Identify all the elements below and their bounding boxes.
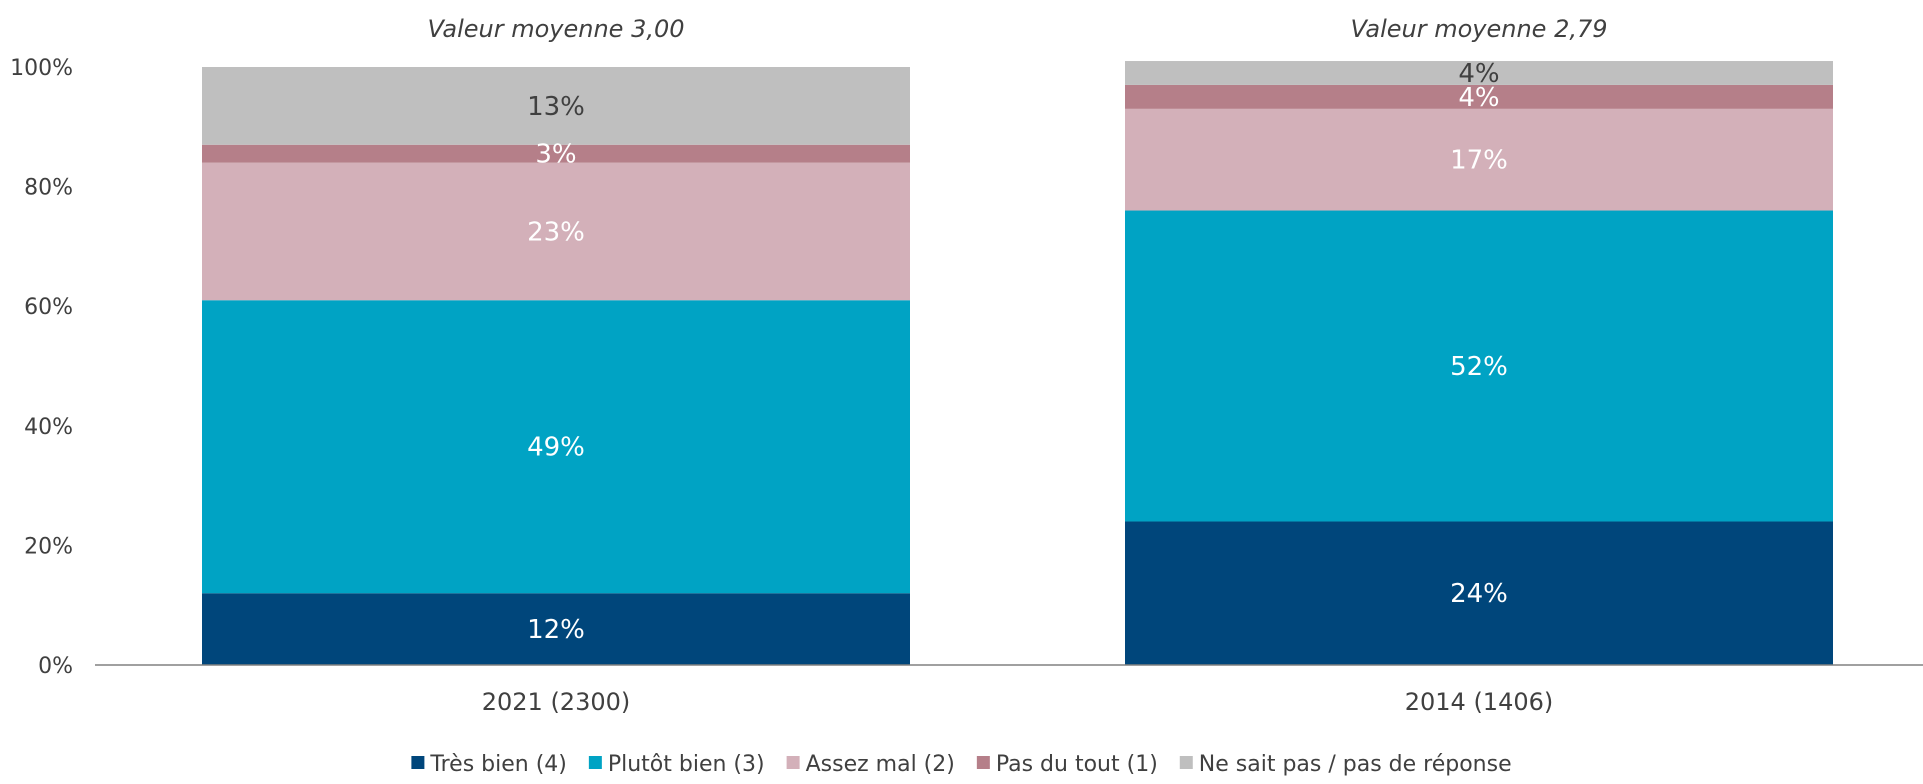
legend-label: Pas du tout (1) bbox=[996, 752, 1158, 777]
bar-segment bbox=[1125, 108, 1833, 211]
legend-label: Assez mal (2) bbox=[806, 752, 955, 777]
x-category-label: 2014 (1406) bbox=[1405, 688, 1554, 716]
data-label: 4% bbox=[1458, 83, 1499, 113]
legend-label: Très bien (4) bbox=[429, 752, 566, 777]
data-label: 4% bbox=[1458, 59, 1499, 89]
y-tick-label: 20% bbox=[24, 534, 73, 559]
data-label: 17% bbox=[1450, 146, 1508, 176]
data-label: 3% bbox=[535, 140, 576, 170]
y-tick-label: 100% bbox=[10, 56, 73, 81]
data-label: 24% bbox=[1450, 579, 1508, 609]
legend: Très bien (4) Plutôt bien (3) Assez mal (2… bbox=[411, 752, 1512, 777]
data-label: 13% bbox=[527, 92, 585, 122]
data-label: 52% bbox=[1450, 352, 1508, 382]
data-label: 23% bbox=[527, 217, 585, 247]
bar-segment bbox=[1125, 84, 1833, 109]
legend-label: Plutôt bien (3) bbox=[608, 752, 765, 777]
bar-segment bbox=[202, 67, 910, 145]
bar-segment bbox=[202, 593, 910, 665]
bar-segment bbox=[202, 162, 910, 301]
bar-segment bbox=[202, 300, 910, 594]
legend-swatch bbox=[588, 756, 602, 769]
bar-segment bbox=[1125, 61, 1833, 85]
bar-segment bbox=[1125, 521, 1833, 665]
bar-segment bbox=[202, 144, 910, 163]
y-tick-label: 60% bbox=[24, 295, 73, 320]
legend-swatch bbox=[1179, 756, 1193, 769]
data-label: 12% bbox=[527, 615, 585, 645]
y-tick-label: 80% bbox=[24, 176, 73, 201]
x-category-label: 2021 (2300) bbox=[482, 688, 631, 716]
y-tick-label: 40% bbox=[24, 415, 73, 440]
legend-label: Ne sait pas / pas de réponse bbox=[1199, 752, 1512, 777]
bar-title: Valeur moyenne 2,79 bbox=[1350, 15, 1607, 43]
bar-title: Valeur moyenne 3,00 bbox=[427, 15, 684, 43]
data-label: 49% bbox=[527, 433, 585, 463]
bar-segment bbox=[1125, 210, 1833, 522]
legend-swatch bbox=[786, 756, 800, 769]
legend-swatch bbox=[411, 756, 425, 769]
legend-swatch bbox=[976, 756, 990, 769]
y-tick-label: 0% bbox=[38, 654, 73, 679]
